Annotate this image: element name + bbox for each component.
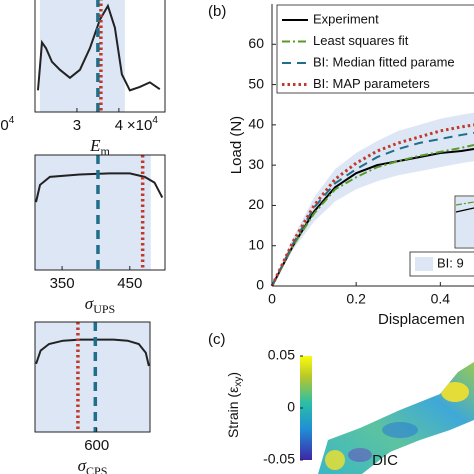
label-main: σ bbox=[78, 456, 87, 474]
colorbar-tick-label: 0.05 bbox=[268, 347, 295, 363]
x-tick-label: 3 bbox=[73, 117, 81, 134]
x-tick-label: 450 bbox=[117, 275, 142, 292]
colorbar bbox=[300, 356, 312, 460]
series-line bbox=[271, 148, 474, 287]
series-line bbox=[271, 131, 474, 287]
legend-label: BI: Median fitted parame bbox=[313, 54, 455, 69]
label-end: ) bbox=[225, 372, 241, 377]
panel-label: (b) bbox=[208, 3, 226, 20]
axes-frame bbox=[34, 154, 166, 271]
y-tick-label: 30 bbox=[248, 156, 264, 172]
label-sub: m bbox=[101, 144, 111, 158]
cut-label: 104 bbox=[0, 115, 15, 134]
label-sub: xy bbox=[233, 377, 244, 387]
legend-label: BI: MAP parameters bbox=[313, 76, 430, 91]
x-tick-label: 0.4 bbox=[431, 291, 451, 307]
x-tick-label: 0.2 bbox=[346, 291, 366, 307]
x-axis-label: Em bbox=[89, 136, 110, 158]
cut-base: 10 bbox=[0, 117, 9, 134]
colorbar-label: Strain (εxy) bbox=[225, 372, 244, 438]
label-sub: CPS bbox=[86, 464, 107, 474]
x-axis-label: Displacemen bbox=[378, 311, 465, 328]
x-tick-label: 350 bbox=[50, 275, 75, 292]
y-axis-label: Load (N) bbox=[228, 116, 245, 174]
x-tick-label: 600 bbox=[84, 437, 109, 454]
y-tick-label: 20 bbox=[248, 196, 264, 212]
axis-offset-label: ×104 bbox=[127, 115, 158, 134]
x-tick-label: 0 bbox=[268, 291, 276, 307]
axes-frame bbox=[34, 0, 166, 113]
colorbar-tick-label: 0 bbox=[287, 399, 295, 415]
x-tick-label: 4 bbox=[115, 117, 123, 134]
y-tick-label: 10 bbox=[248, 236, 264, 252]
credible-band bbox=[35, 322, 150, 432]
credible-band bbox=[39, 0, 125, 112]
density-curve bbox=[35, 172, 164, 203]
x-axis-label: σCPS bbox=[78, 456, 108, 474]
y-tick-label: 40 bbox=[248, 116, 264, 132]
image-label: DIC bbox=[372, 452, 398, 469]
band-legend-label: BI: 9 bbox=[437, 255, 464, 270]
cut-exp: 4 bbox=[9, 115, 15, 126]
legend-box bbox=[276, 4, 474, 94]
offset-base: ×10 bbox=[127, 117, 152, 134]
offset-exp: 4 bbox=[152, 115, 158, 126]
y-tick-label: 50 bbox=[248, 75, 264, 91]
y-tick-label: 60 bbox=[248, 35, 264, 51]
credible-band bbox=[35, 155, 151, 270]
legend-label: Least squares fit bbox=[313, 33, 409, 48]
series-line bbox=[270, 123, 474, 287]
label-sub: UPS bbox=[93, 302, 115, 316]
label-main: σ bbox=[85, 294, 94, 313]
panel-label: (c) bbox=[208, 331, 226, 348]
series-line bbox=[271, 144, 474, 287]
label-main: Strain (ε bbox=[225, 387, 241, 438]
axes-frame bbox=[34, 321, 151, 433]
y-tick-label: 0 bbox=[256, 277, 264, 293]
density-curve bbox=[36, 3, 161, 92]
legend-label: Experiment bbox=[313, 11, 379, 26]
band-legend-swatch bbox=[415, 257, 433, 271]
inset bbox=[454, 195, 474, 249]
label-main: E bbox=[89, 136, 101, 155]
x-axis-label: σUPS bbox=[85, 294, 115, 316]
colorbar-tick-label: -0.05 bbox=[263, 451, 295, 467]
